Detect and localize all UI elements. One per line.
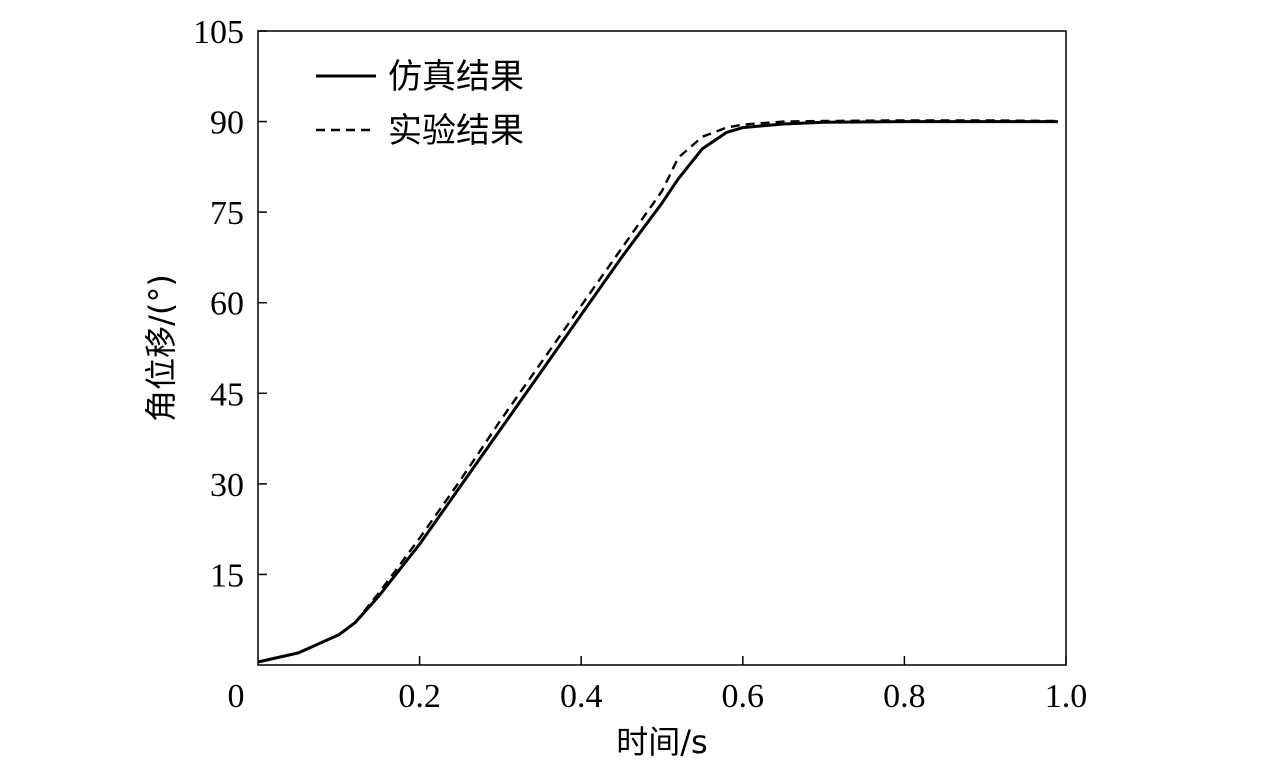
- y-tick-label: 105: [193, 14, 244, 51]
- y-tick-label: 15: [210, 557, 244, 594]
- plot-border: [257, 30, 1067, 666]
- origin-label: 0: [228, 678, 245, 715]
- x-axis-title: 时间/s: [616, 723, 707, 761]
- series-layer: [257, 119, 1058, 664]
- y-axis-title: 角位移/(°): [142, 274, 180, 422]
- x-tick-label: 0.8: [883, 678, 926, 715]
- x-axis-ticks: 0.2 0.4 0.6 0.8 1.0 0: [228, 656, 1088, 715]
- plot-frame: [257, 30, 1067, 666]
- y-tick-label: 60: [210, 286, 244, 323]
- x-tick-label: 0.4: [560, 678, 603, 715]
- y-tick-label: 45: [210, 376, 244, 413]
- x-tick-label: 0.2: [398, 678, 441, 715]
- x-tick-label: 1.0: [1045, 678, 1088, 715]
- legend-label: 实验结果: [388, 111, 524, 151]
- series-line-solid: [257, 120, 1058, 664]
- y-tick-label: 90: [210, 105, 244, 142]
- y-tick-label: 75: [210, 195, 244, 232]
- series-line-dashed: [257, 119, 1058, 664]
- x-tick-label: 0.6: [722, 678, 765, 715]
- legend-label: 仿真结果: [388, 57, 524, 97]
- y-tick-label: 30: [210, 467, 244, 504]
- y-axis-ticks: 15 30 45 60 75 90 105: [193, 14, 267, 594]
